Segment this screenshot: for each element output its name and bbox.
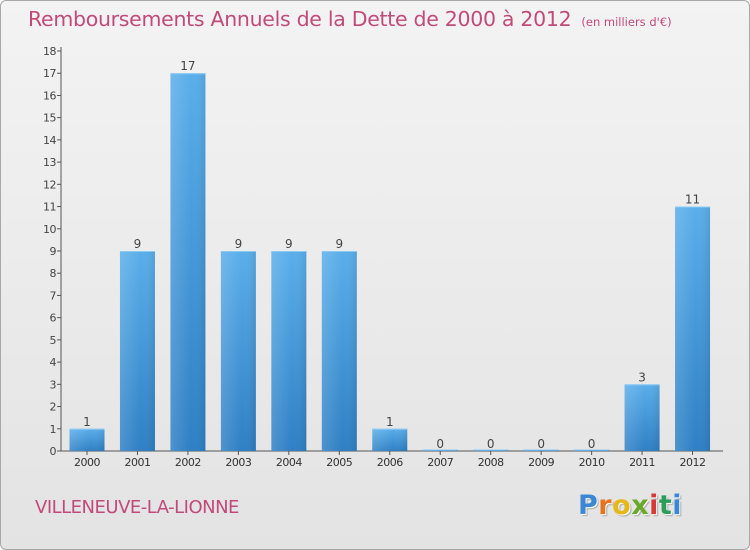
- x-tick-label: 2001: [124, 456, 150, 469]
- bar-2000: [69, 428, 105, 451]
- x-tick-label: 2003: [225, 456, 251, 469]
- bar-2006: [372, 428, 408, 451]
- y-tick-label: 9: [50, 245, 57, 258]
- logo-letter: x: [631, 490, 650, 521]
- data-label: 9: [285, 237, 293, 251]
- data-label: 9: [335, 237, 343, 251]
- data-label: 0: [436, 437, 444, 451]
- logo-letter: t: [658, 490, 673, 521]
- y-tick-label: 7: [50, 289, 57, 302]
- data-label: 0: [487, 437, 495, 451]
- data-label: 17: [180, 59, 195, 73]
- x-tick-label: 2012: [680, 456, 706, 469]
- bar-shade: [675, 206, 711, 451]
- y-tick-label: 14: [43, 134, 56, 147]
- bar-shade: [119, 251, 155, 451]
- bar-2007: [422, 449, 458, 451]
- y-tick-label: 8: [50, 267, 57, 280]
- bar-shade: [170, 73, 206, 451]
- y-tick-label: 3: [50, 378, 57, 391]
- data-label: 11: [685, 193, 700, 207]
- y-tick-label: 4: [50, 356, 57, 369]
- y-tick-label: 15: [43, 112, 56, 125]
- bars: [69, 73, 711, 451]
- bar-shade: [321, 251, 357, 451]
- proxiti-logo[interactable]: Proxiti: [578, 490, 682, 521]
- bar-shade: [69, 428, 105, 451]
- x-tick-label: 2011: [629, 456, 655, 469]
- data-label: 3: [638, 370, 646, 384]
- logo-letter: P: [578, 490, 599, 521]
- bar-2011: [624, 384, 660, 451]
- bar-2012: [675, 206, 711, 451]
- x-tick-label: 2008: [478, 456, 504, 469]
- unit-subtitle: (en milliers d'€): [581, 15, 672, 29]
- logo-letter: r: [598, 490, 613, 521]
- data-label: 1: [386, 415, 394, 429]
- data-labels: 1 9 17 9 9 9 1 0 0 0 0 3 11: [83, 59, 700, 451]
- y-tick-label: 17: [43, 67, 56, 80]
- x-tick-label: 2007: [427, 456, 453, 469]
- bar-2009: [523, 449, 559, 451]
- x-tick-label: 2006: [377, 456, 403, 469]
- logo-letter: o: [612, 490, 632, 521]
- bar-shade: [220, 251, 256, 451]
- bar-shade: [372, 428, 408, 451]
- bar-2004: [271, 251, 307, 451]
- data-label: 9: [134, 237, 142, 251]
- x-tick-label: 2002: [175, 456, 201, 469]
- logo-letter: i: [649, 490, 659, 521]
- bar-2003: [220, 251, 256, 451]
- data-label: 0: [588, 437, 596, 451]
- bar-2001: [119, 251, 155, 451]
- y-tick-label: 1: [50, 423, 57, 436]
- y-tick-label: 16: [43, 89, 56, 102]
- bar-2008: [473, 449, 509, 451]
- bar-2002: [170, 73, 206, 451]
- y-tick-label: 10: [43, 223, 56, 236]
- bar-2005: [321, 251, 357, 451]
- y-tick-label: 5: [50, 334, 57, 347]
- bar-shade: [624, 384, 660, 451]
- x-tick-label: 2010: [579, 456, 605, 469]
- x-tick-label: 2000: [74, 456, 100, 469]
- y-tick-label: 11: [43, 201, 56, 214]
- x-axis-labels: 2000 2001 2002 2003 2004 2005 2006 2007 2008 2009…: [74, 451, 706, 469]
- y-tick-label: 6: [50, 312, 57, 325]
- commune-name: VILLENEUVE-LA-LIONNE: [35, 497, 239, 518]
- logo-letter: i: [672, 490, 683, 521]
- title-text: Remboursements Annuels de la Dette de 20…: [28, 7, 572, 31]
- y-tick-label: 0: [50, 445, 57, 458]
- x-tick-label: 2004: [276, 456, 302, 469]
- axes: [60, 47, 723, 452]
- data-label: 1: [83, 415, 91, 429]
- y-tick-label: 12: [43, 178, 56, 191]
- bar-2010: [574, 449, 610, 451]
- data-label: 0: [537, 437, 545, 451]
- x-tick-label: 2009: [528, 456, 554, 469]
- y-tick-label: 18: [43, 45, 56, 58]
- x-tick-label: 2005: [326, 456, 352, 469]
- data-label: 9: [235, 237, 243, 251]
- y-tick-label: 2: [50, 401, 57, 414]
- y-tick-label: 13: [43, 156, 56, 169]
- bar-shade: [271, 251, 307, 451]
- chart-title: Remboursements Annuels de la Dette de 20…: [28, 7, 672, 31]
